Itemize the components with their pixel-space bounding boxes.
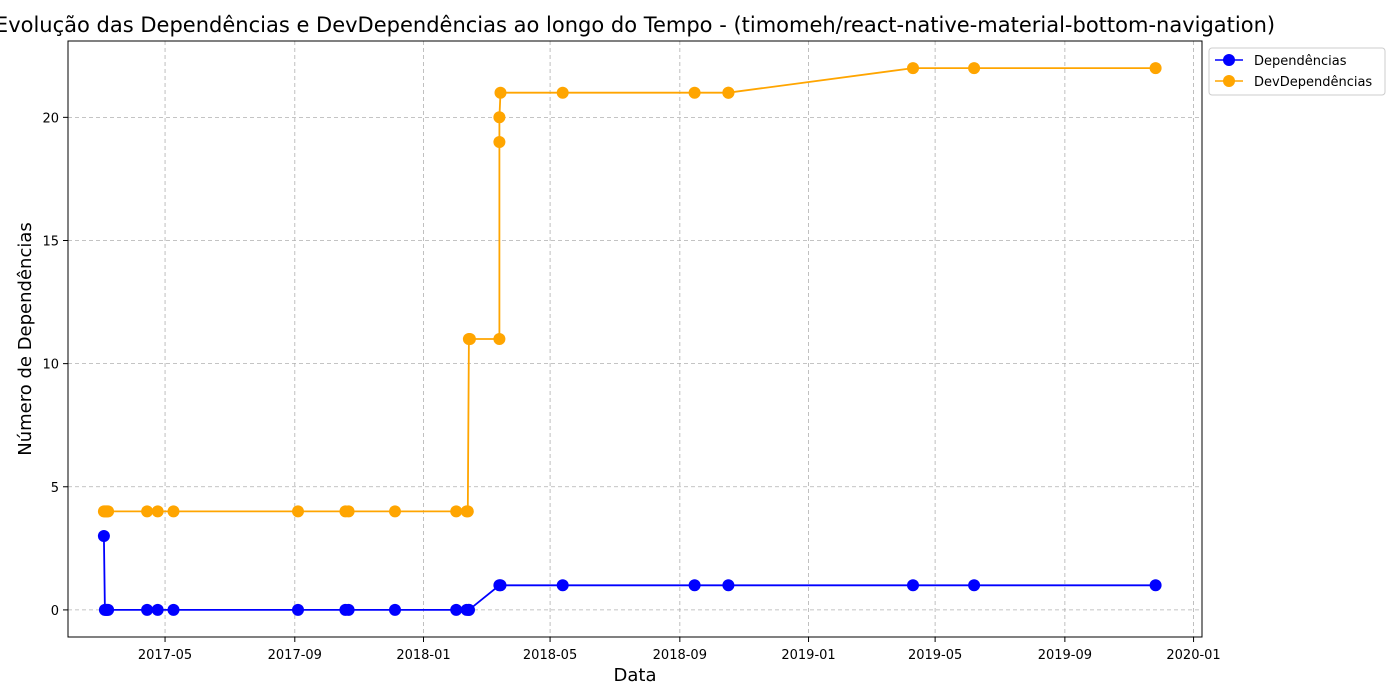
data-point-1 — [450, 505, 463, 518]
x-tick-label: 2019-09 — [1038, 648, 1092, 663]
data-point-0 — [494, 579, 507, 592]
data-point-0 — [450, 603, 463, 616]
data-point-0 — [688, 579, 701, 592]
x-axis: 2017-05 2017-09 2018-01 2018-05 2018-09 2019-… — [138, 637, 1221, 663]
legend: Dependências DevDependências — [1208, 47, 1386, 96]
chart-title: Evolução das Dependências e DevDependênc… — [0, 13, 1275, 37]
data-point-1 — [389, 505, 401, 518]
x-tick-label: 2020-01 — [1166, 648, 1220, 663]
y-tick-label: 15 — [42, 234, 59, 249]
data-point-1 — [493, 111, 506, 124]
data-point-1 — [461, 505, 474, 518]
data-point-0 — [389, 603, 401, 616]
legend-box — [1208, 47, 1386, 96]
x-tick-label: 2018-09 — [653, 648, 707, 663]
y-tick-label: 20 — [42, 111, 59, 126]
x-tick-label: 2019-01 — [781, 648, 835, 663]
data-point-1 — [494, 86, 507, 99]
y-tick-label: 5 — [51, 481, 59, 496]
x-tick-label: 2017-05 — [138, 648, 192, 663]
plot-frame — [67, 40, 1203, 638]
y-tick-label: 10 — [42, 358, 59, 373]
data-point-1 — [292, 505, 304, 518]
data-point-0 — [1149, 579, 1162, 592]
data-point-0 — [102, 603, 115, 616]
data-point-1 — [493, 136, 506, 148]
data-point-0 — [462, 603, 475, 616]
grid-lines — [68, 41, 1202, 637]
data-point-1 — [167, 505, 180, 518]
data-point-1 — [141, 505, 154, 518]
data-point-0 — [342, 603, 355, 616]
data-point-1 — [556, 86, 569, 99]
y-axis-label: Número de Dependências — [15, 222, 36, 456]
data-point-0 — [722, 579, 735, 592]
series-line-1 — [103, 67, 1156, 513]
data-point-1 — [722, 86, 735, 99]
legend-label-dependencias: Dependências — [1254, 54, 1347, 69]
data-point-1 — [907, 62, 919, 75]
data-point-0 — [141, 603, 154, 616]
data-point-0 — [151, 603, 164, 616]
data-point-1 — [151, 505, 164, 518]
data-point-1 — [342, 505, 355, 518]
legend-marker-devdependencias — [1223, 75, 1235, 87]
y-tick-label: 0 — [51, 604, 59, 619]
data-point-0 — [97, 530, 110, 542]
x-tick-label: 2018-05 — [523, 648, 577, 663]
data-point-0 — [167, 603, 180, 616]
data-point-0 — [292, 603, 304, 616]
data-point-1 — [968, 62, 981, 75]
y-axis: 0 5 10 15 20 — [42, 111, 68, 619]
series-line-0 — [103, 535, 1156, 611]
x-tick-label: 2019-05 — [908, 648, 962, 663]
legend-marker-dependencias — [1223, 54, 1235, 66]
data-point-1 — [102, 505, 115, 518]
data-point-1 — [493, 333, 506, 345]
data-point-0 — [556, 579, 569, 592]
x-tick-label: 2017-09 — [268, 648, 322, 663]
data-point-0 — [907, 579, 919, 592]
data-point-1 — [688, 86, 701, 99]
data-point-1 — [463, 333, 476, 345]
x-tick-label: 2018-01 — [396, 648, 450, 663]
data-point-1 — [1149, 62, 1162, 75]
data-point-0 — [968, 579, 981, 592]
series-layer — [97, 62, 1162, 616]
x-axis-label: Data — [614, 665, 657, 686]
legend-label-devdependencias: DevDependências — [1254, 75, 1372, 90]
